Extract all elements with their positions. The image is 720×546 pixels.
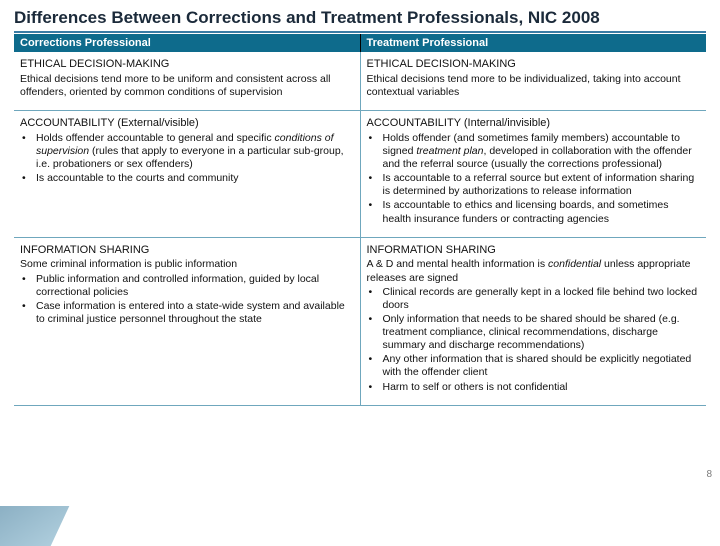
bullet-item: Only information that needs to be shared… xyxy=(367,313,701,352)
table-cell-left: ETHICAL DECISION-MAKINGEthical decisions… xyxy=(14,52,361,110)
table-header-row: Corrections Professional Treatment Profe… xyxy=(14,34,706,52)
bullet-item: Is accountable to a referral source but … xyxy=(367,172,701,198)
bullet-item: Clinical records are generally kept in a… xyxy=(367,286,701,312)
bullet-item: Public information and controlled inform… xyxy=(20,273,354,299)
bullet-item: Any other information that is shared sho… xyxy=(367,353,701,379)
bullet-list: Holds offender accountable to general an… xyxy=(20,132,354,186)
bullet-item: Holds offender (and sometimes family mem… xyxy=(367,132,701,171)
bullet-item: Holds offender accountable to general an… xyxy=(20,132,354,171)
page-number: 8 xyxy=(706,469,712,480)
bullet-list: Public information and controlled inform… xyxy=(20,273,354,327)
table-row: INFORMATION SHARINGSome criminal informa… xyxy=(14,238,706,406)
bullet-item: Case information is entered into a state… xyxy=(20,300,354,326)
bullet-item: Is accountable to the courts and communi… xyxy=(20,172,354,185)
table-cell-right: ETHICAL DECISION-MAKINGEthical decisions… xyxy=(361,52,707,110)
table-row: ACCOUNTABILITY (External/visible)Holds o… xyxy=(14,111,706,238)
table-cell-left: ACCOUNTABILITY (External/visible)Holds o… xyxy=(14,111,361,237)
decorative-wedge xyxy=(0,506,69,546)
bullet-item: Is accountable to ethics and licensing b… xyxy=(367,199,701,225)
cell-lead: Ethical decisions tend more to be indivi… xyxy=(367,73,701,99)
cell-heading: ACCOUNTABILITY (Internal/invisible) xyxy=(367,117,701,131)
table-row: ETHICAL DECISION-MAKINGEthical decisions… xyxy=(14,52,706,111)
header-left: Corrections Professional xyxy=(14,34,361,52)
table-cell-right: ACCOUNTABILITY (Internal/invisible)Holds… xyxy=(361,111,707,237)
cell-heading: ETHICAL DECISION-MAKING xyxy=(20,58,354,72)
cell-lead: Ethical decisions tend more to be unifor… xyxy=(20,73,354,99)
cell-lead: Some criminal information is public info… xyxy=(20,258,354,271)
table-cell-left: INFORMATION SHARINGSome criminal informa… xyxy=(14,238,361,405)
cell-heading: INFORMATION SHARING xyxy=(20,244,354,258)
cell-heading: INFORMATION SHARING xyxy=(367,244,701,258)
cell-heading: ACCOUNTABILITY (External/visible) xyxy=(20,117,354,131)
header-right: Treatment Professional xyxy=(361,34,707,52)
cell-heading: ETHICAL DECISION-MAKING xyxy=(367,58,701,72)
bullet-list: Clinical records are generally kept in a… xyxy=(367,286,701,394)
bullet-item: Harm to self or others is not confidenti… xyxy=(367,381,701,394)
table-cell-right: INFORMATION SHARINGA & D and mental heal… xyxy=(361,238,707,405)
cell-lead: A & D and mental health information is c… xyxy=(367,258,701,284)
slide-title: Differences Between Corrections and Trea… xyxy=(14,8,706,33)
bullet-list: Holds offender (and sometimes family mem… xyxy=(367,132,701,226)
